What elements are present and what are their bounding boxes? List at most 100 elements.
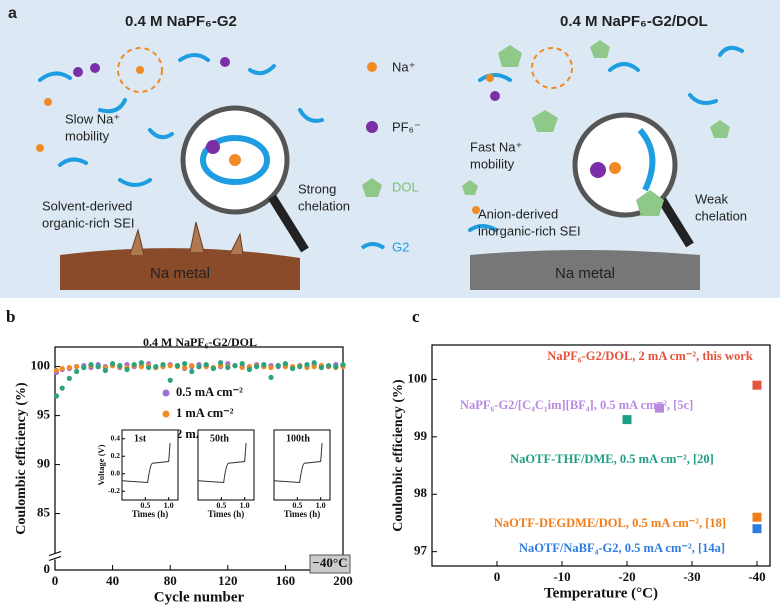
inset-y-label: Voltage (V) — [96, 444, 106, 485]
na-metal — [470, 250, 700, 290]
highlight — [117, 47, 163, 93]
ion — [590, 162, 606, 178]
y-tick-label: 90 — [37, 456, 50, 471]
point — [66, 364, 72, 371]
point — [340, 362, 346, 368]
point — [131, 362, 137, 368]
point — [290, 365, 296, 372]
y-axis-label: Coulombic efficiency (%) — [391, 379, 406, 532]
legend-marker — [162, 410, 170, 418]
inset-y-tick-label: -0.2 — [108, 486, 120, 495]
ion — [490, 91, 500, 101]
chart-title: 0.4 M NaPF₆-G2/DOL — [143, 335, 257, 349]
inset-frame — [197, 429, 255, 501]
x-tick-label: -20 — [618, 569, 635, 584]
legend-label: PF₆⁻ — [392, 119, 421, 134]
inset-x-tick-label: 1.0 — [164, 501, 174, 510]
point — [326, 363, 332, 369]
point — [752, 512, 762, 522]
inset-x-tick-label: 0.5 — [216, 501, 226, 510]
x-tick-label: -40 — [748, 569, 765, 584]
point — [239, 364, 245, 371]
magnifier-handle — [268, 194, 309, 253]
dendrite — [129, 221, 244, 256]
diagram-label: inorganic-rich SEI — [478, 223, 581, 238]
diagram-label: Na metal — [555, 265, 615, 282]
ion — [44, 98, 52, 106]
point — [174, 363, 180, 369]
point — [160, 362, 166, 368]
inset-curve — [273, 443, 323, 484]
point — [261, 362, 267, 368]
y-tick-label: 99 — [414, 428, 428, 443]
magnifier-handle — [658, 197, 694, 248]
diagram-label: Fast Na⁺ — [470, 139, 522, 154]
point — [246, 366, 252, 373]
inset-y-tick-label: 0.2 — [111, 451, 121, 460]
inset-x-label: Times (h) — [284, 509, 321, 519]
ion — [90, 63, 100, 73]
legend-label: 1 mA cm⁻² — [176, 406, 234, 420]
point — [138, 364, 144, 370]
diagram-label: Weak — [695, 191, 728, 206]
y-axis-label: Coulombic efficiency (%) — [14, 382, 29, 535]
point — [81, 364, 87, 371]
inset-x-tick-label: 0.5 — [140, 501, 150, 510]
axis-break — [48, 551, 62, 556]
y-tick-label: 100 — [31, 358, 51, 373]
decor — [462, 40, 730, 195]
axis-break — [48, 556, 62, 561]
ion — [220, 57, 230, 67]
diagram-label: Anion-derived — [478, 206, 558, 221]
point — [254, 364, 260, 370]
ion — [73, 67, 83, 77]
point-label: NaPF₆-G2/DOL, 2 mA cm⁻², this work — [547, 349, 752, 363]
legend-marker — [360, 242, 386, 250]
point — [318, 364, 324, 371]
point — [189, 368, 195, 375]
inset-x-tick-label: 1.0 — [316, 501, 326, 510]
x-tick-label: -30 — [683, 569, 700, 584]
legend-marker — [366, 121, 378, 133]
point — [53, 367, 60, 374]
point — [304, 362, 310, 368]
diagram-title: 0.4 M NaPF₆-G2 — [125, 13, 237, 30]
legend-marker — [162, 389, 170, 397]
point — [117, 363, 123, 369]
point — [167, 377, 173, 383]
point — [275, 363, 281, 369]
point — [311, 364, 317, 370]
point — [167, 363, 173, 369]
panel-label: a — [8, 5, 17, 22]
inset-frame — [273, 429, 331, 501]
ion — [36, 144, 44, 152]
point — [210, 365, 216, 372]
annotation-box — [309, 554, 351, 574]
point — [59, 385, 65, 391]
point — [268, 364, 274, 371]
diagram-label: organic-rich SEI — [42, 215, 134, 230]
point — [655, 403, 664, 413]
y-tick-label: 85 — [37, 505, 51, 520]
point — [268, 374, 274, 380]
point — [74, 368, 80, 375]
point — [622, 415, 632, 425]
legend-marker — [367, 62, 377, 72]
inset-curve — [197, 443, 247, 484]
legend-label: DOL — [392, 179, 419, 194]
point — [74, 364, 80, 370]
x-tick-label: 160 — [276, 573, 296, 588]
point — [95, 364, 101, 370]
y-tick-label: 95 — [37, 407, 51, 422]
point — [752, 524, 762, 534]
diagram-label: chelation — [695, 208, 747, 223]
point — [297, 364, 303, 370]
point — [146, 364, 152, 371]
diagram-label: mobility — [470, 156, 515, 171]
x-tick-label: 40 — [106, 573, 119, 588]
point — [110, 361, 116, 367]
x-tick-label: 0 — [494, 569, 501, 584]
ion — [206, 140, 220, 154]
x-tick-label: 0 — [52, 573, 59, 588]
point — [59, 365, 65, 372]
